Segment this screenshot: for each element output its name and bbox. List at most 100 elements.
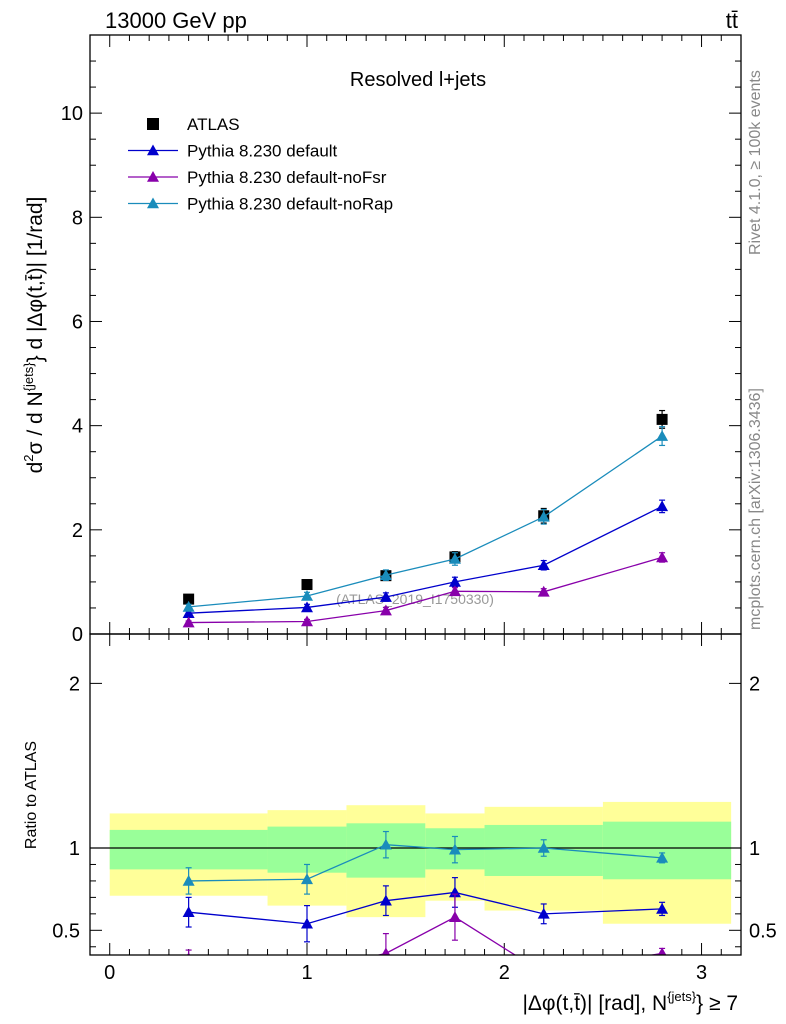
x-tick-label: 2: [499, 962, 510, 984]
main-axis-ticks: 0 2 4 6 8 10: [61, 35, 741, 646]
ratio-series-line: [188, 844, 663, 882]
main-watermark: (ATLAS_2019_I1750330): [336, 591, 494, 607]
main-data-point: [656, 551, 669, 563]
x-tick-label: 0: [104, 962, 115, 984]
legend-entry-label: ATLAS: [187, 115, 240, 134]
main-data-point: [448, 585, 461, 597]
legend-marker-triangle: [147, 197, 159, 209]
ratio-y-tick-label: 0.5: [52, 920, 80, 942]
main-y-label-sup2: 2: [21, 454, 36, 461]
main-data-point: [537, 510, 550, 522]
main-y-tick-label: 10: [61, 103, 83, 125]
ratio-data-point: [379, 894, 392, 906]
legend: ATLAS Pythia 8.230 default Pythia 8.230 de…: [128, 115, 393, 214]
ratio-data-point: [537, 907, 550, 919]
ratio-y-tick-label: 2: [69, 673, 80, 695]
main-series-2: [182, 551, 669, 628]
ratio-axis-ticks: 0.5 0.5 1 1 2 2 0 1 2 3: [52, 634, 777, 984]
legend-entry-label: Pythia 8.230 default-noRap: [187, 195, 393, 214]
main-series-line: [188, 556, 663, 624]
ratio-frame: [89, 633, 742, 956]
rivet-label: Rivet 4.1.0, ≥ 100k events: [747, 70, 764, 255]
main-y-tick-label: 0: [72, 624, 83, 646]
ratio-y-tick-label-right: 1: [749, 838, 760, 860]
ratio-data-point: [301, 873, 313, 885]
legend-marker-triangle: [147, 144, 159, 156]
main-data-point: [183, 593, 195, 605]
ratio-data-point: [656, 902, 669, 914]
main-title: Resolved l+jets: [350, 69, 486, 91]
main-y-tick-label: 4: [72, 416, 83, 438]
main-series-0: [183, 409, 668, 605]
legend-entry-label: Pythia 8.230 default: [187, 142, 338, 161]
main-data-point: [656, 413, 668, 425]
main-series-1: [182, 499, 669, 618]
ratio-y-tick-label-right: 0.5: [749, 920, 777, 942]
main-data-point: [182, 607, 195, 618]
ratio-data-point: [379, 838, 392, 850]
main-data-point: [301, 589, 313, 601]
main-data-point: [379, 569, 392, 580]
main-y-label-supjets: {jets}: [21, 362, 36, 392]
main-data-point: [448, 575, 461, 587]
ratio-data-point: [448, 843, 461, 855]
main-data-point: [182, 616, 195, 628]
ratio-uncertainty-bands: [90, 801, 741, 924]
legend-entry-label: Pythia 8.230 default-noFsr: [187, 168, 387, 187]
ratio-data-point: [538, 967, 550, 978]
main-data-point: [301, 579, 313, 591]
mcplots-label: mcplots.cern.ch [arXiv:1306.3436]: [747, 388, 764, 630]
ratio-data-point: [381, 947, 391, 955]
main-data-point: [379, 591, 392, 602]
x-label-main: |Δφ(t,t̄)| [rad], N: [522, 992, 667, 1015]
ratio-data-point: [537, 842, 550, 853]
energy-label: 13000 GeV pp: [105, 8, 247, 33]
ratio-y-label: Ratio to ATLAS: [23, 741, 40, 849]
x-label-supjets: {jets}: [667, 989, 697, 1004]
main-data-point: [182, 600, 195, 612]
main-y-label-mid: σ / d N: [24, 391, 47, 454]
ratio-y-tick-label: 1: [69, 838, 80, 860]
x-label-end: } ≥ 7: [696, 992, 738, 1015]
process-label: tt̄: [726, 8, 738, 33]
x-axis-label: |Δφ(t,t̄)| [rad], N{jets}} ≥ 7: [522, 989, 738, 1015]
ratio-band-green: [109, 829, 268, 870]
main-y-label-end: } d |Δφ(t,t̄)| [1/rad]: [24, 197, 47, 363]
main-y-tick-label: 6: [72, 311, 83, 333]
main-panel: Resolved l+jets (ATLAS_2019_I1750330) 0 2…: [21, 34, 742, 646]
main-data-point: [656, 430, 669, 441]
ratio-panel: 0.5 0.5 1 1 2 2 0 1 2 3 Ratio to ATLAS |Δφ(t,t̄)|…: [23, 633, 777, 1015]
main-series-3: [182, 426, 669, 612]
main-series-line: [188, 435, 663, 608]
ratio-series-2: [182, 830, 669, 895]
x-tick-label: 1: [301, 962, 312, 984]
main-y-label: d2σ / d N{jets}} d |Δφ(t,t̄)| [1/rad]: [21, 197, 47, 474]
main-data-point: [301, 615, 313, 627]
ratio-data-point: [657, 947, 667, 955]
main-data-point: [448, 552, 461, 564]
main-data-point: [301, 601, 313, 613]
legend-marker-square: [147, 118, 159, 130]
ratio-data-point: [187, 952, 191, 955]
main-y-tick-label: 8: [72, 207, 83, 229]
ratio-data-point: [182, 874, 195, 886]
main-series-line: [188, 505, 663, 614]
ratio-data-point: [182, 906, 195, 917]
main-y-label-d: d: [24, 462, 47, 474]
x-tick-label: 3: [696, 962, 707, 984]
main-y-tick-label: 2: [72, 520, 83, 542]
ratio-y-tick-label-right: 2: [749, 673, 760, 695]
ratio-series-line: [375, 916, 663, 955]
ratio-series-line: [188, 891, 663, 925]
main-data-layer: [182, 409, 669, 628]
main-data-point: [537, 559, 550, 571]
main-data-point: [379, 604, 392, 616]
ratio-data-point: [448, 911, 461, 922]
main-data-point: [656, 500, 669, 512]
legend-marker-triangle: [147, 171, 159, 182]
ratio-data-point: [656, 851, 669, 863]
ratio-band-green: [602, 821, 732, 880]
ratio-series-1: [185, 893, 667, 978]
ratio-data-layer: [182, 830, 669, 978]
